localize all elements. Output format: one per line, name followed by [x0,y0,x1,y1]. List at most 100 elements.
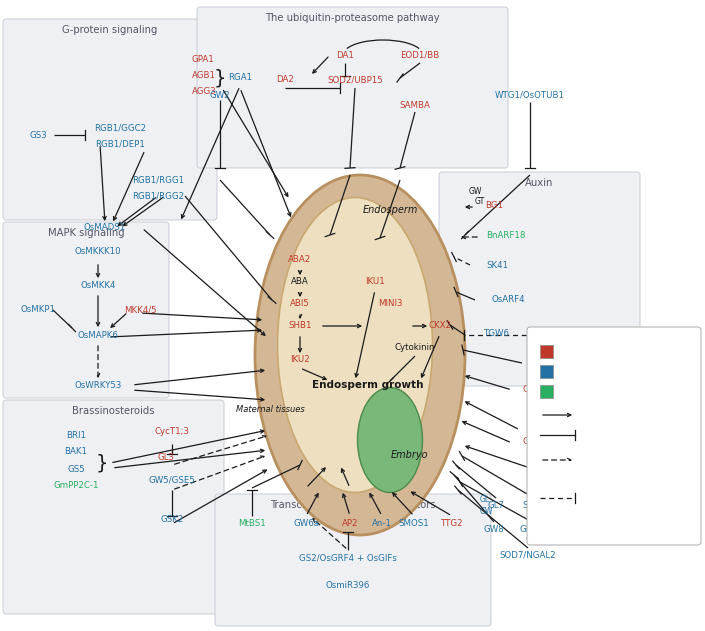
Text: GmPP2C-1: GmPP2C-1 [54,481,99,490]
Text: SMOS1: SMOS1 [398,519,429,529]
Text: CKX2: CKX2 [429,322,451,331]
Text: GW: GW [468,187,482,196]
Text: RGB1/GGC2: RGB1/GGC2 [94,124,146,133]
Text: Brassinosteroids: Brassinosteroids [72,406,155,416]
Text: TTG2: TTG2 [441,519,463,529]
Text: BAK1: BAK1 [64,447,87,456]
FancyBboxPatch shape [215,494,491,626]
FancyBboxPatch shape [439,172,640,386]
Text: Repression: Repression [585,430,632,440]
Text: GW: GW [480,507,493,517]
FancyBboxPatch shape [527,327,701,545]
Text: CycT1;3: CycT1;3 [154,427,190,437]
Text: SK41: SK41 [486,261,508,269]
FancyBboxPatch shape [197,7,508,168]
Text: RGB1/RGG1: RGB1/RGG1 [132,175,184,184]
Text: DA2: DA2 [276,76,294,85]
Text: Auxin: Auxin [525,178,553,188]
Text: BRI1: BRI1 [66,430,86,440]
Bar [540,365,553,378]
Text: EOD3: EOD3 [526,420,550,430]
Text: IKU2: IKU2 [290,355,310,365]
Text: GW8: GW8 [484,526,504,534]
Text: Endosperm: Endosperm [362,205,417,215]
Text: MtBS1: MtBS1 [238,519,266,529]
Text: Transcriptional regulatory factors: Transcriptional regulatory factors [270,500,436,510]
Text: SOD7/NGAL2: SOD7/NGAL2 [500,550,556,560]
Text: G-protein signaling: G-protein signaling [62,25,158,35]
Text: TGW6: TGW6 [484,329,510,338]
Text: Endosperm growth: Endosperm growth [312,380,424,390]
Text: ARF2: ARF2 [537,329,559,338]
Text: GLW7: GLW7 [520,526,544,534]
Ellipse shape [255,175,465,535]
Text: (unclear genetic: (unclear genetic [585,464,648,473]
Text: GPA1: GPA1 [192,56,215,64]
FancyBboxPatch shape [3,19,217,220]
FancyBboxPatch shape [3,400,224,614]
Text: GS3: GS3 [29,131,47,139]
Text: }: } [96,454,109,473]
Text: relationship): relationship) [585,514,634,522]
Text: An-1: An-1 [372,519,392,529]
Text: MINI3: MINI3 [378,300,403,309]
Text: Arabidopsis: Arabidopsis [560,346,610,355]
Text: GW6a: GW6a [293,519,319,529]
Text: SHB1: SHB1 [288,322,312,331]
Text: GSK2: GSK2 [160,516,184,524]
Text: Rice: Rice [560,367,579,375]
Text: SAMBA: SAMBA [400,100,431,110]
Text: GS2/OsGRF4 + OsGIFs: GS2/OsGRF4 + OsGIFs [299,553,397,562]
Ellipse shape [278,198,432,493]
Text: MKK4/5: MKK4/5 [123,305,157,314]
Text: }: } [553,425,562,439]
Text: OsWRKY53: OsWRKY53 [74,380,122,389]
Text: GS5: GS5 [67,464,85,473]
Text: ABA2: ABA2 [288,256,312,264]
Text: }: } [214,69,226,88]
Text: relationship): relationship) [585,476,634,485]
Text: GW5/GSE5: GW5/GSE5 [149,476,195,485]
Text: RGB1/RGG2: RGB1/RGG2 [132,191,184,201]
Text: AP2: AP2 [342,519,358,529]
Text: GW2: GW2 [209,90,231,100]
FancyBboxPatch shape [3,222,169,398]
Text: DA1: DA1 [336,50,354,59]
Text: WTG1/OsOTUB1: WTG1/OsOTUB1 [495,90,565,100]
Text: ABI5: ABI5 [290,300,310,309]
Text: AGB1: AGB1 [192,71,216,81]
Text: OsmiR396: OsmiR396 [326,581,370,589]
Bar [540,345,553,358]
Text: COR15A: COR15A [522,386,558,394]
Text: RGA1: RGA1 [228,73,252,83]
Text: The ubiquitin-proteasome pathway: The ubiquitin-proteasome pathway [265,13,440,23]
Bar [540,385,553,398]
Text: IKU1: IKU1 [365,278,385,286]
Text: RGB1/DEP1: RGB1/DEP1 [95,139,145,148]
Text: ABA: ABA [291,278,309,286]
Text: Maternal tissues: Maternal tissues [236,406,305,415]
Text: Repression: Repression [585,490,632,498]
Text: Activation: Activation [585,411,628,420]
Text: GL7: GL7 [487,500,505,509]
Text: Activation: Activation [585,452,628,461]
Text: SOD2/UBP15: SOD2/UBP15 [327,76,383,85]
Text: GL3: GL3 [157,454,175,463]
Text: AGG3: AGG3 [192,88,216,97]
Text: Cytokinin: Cytokinin [395,343,435,353]
Text: EOD1/BB: EOD1/BB [400,50,440,59]
Text: Embryo: Embryo [391,450,429,460]
Text: GL: GL [480,495,490,505]
Text: OsMAPK6: OsMAPK6 [78,331,118,339]
Text: OsMKKK10: OsMKKK10 [75,247,121,256]
Text: BG1: BG1 [485,201,503,209]
Text: OsMKP1: OsMKP1 [20,305,56,314]
Text: (unclear genetic: (unclear genetic [585,502,648,512]
Text: SRS5: SRS5 [522,500,545,509]
Text: OsMADS1: OsMADS1 [84,223,126,232]
Text: ANT: ANT [531,358,548,367]
Text: OsMKK4: OsMKK4 [80,281,116,290]
Text: MAPK signaling: MAPK signaling [48,228,124,238]
Text: Other species: Other species [560,387,620,396]
Text: KLU: KLU [540,464,556,473]
